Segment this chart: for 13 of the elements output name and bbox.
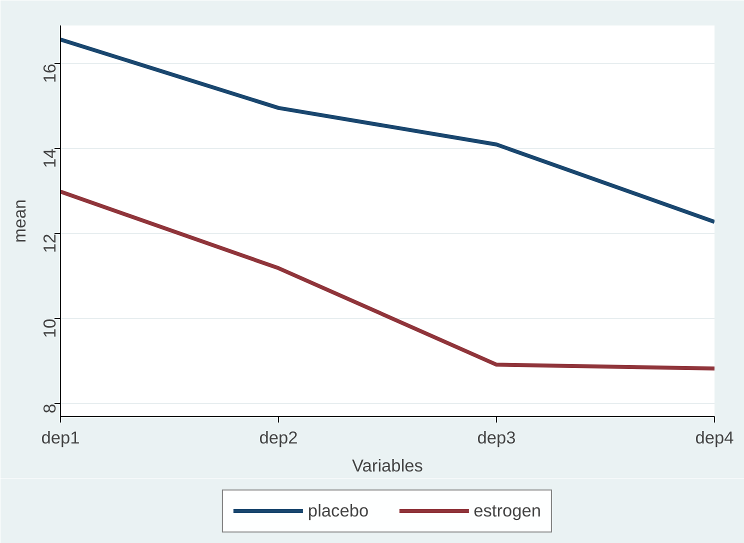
x-tick-label: dep2	[259, 428, 298, 448]
x-tick-label: dep1	[41, 428, 80, 448]
y-tick-label: 16	[40, 64, 60, 84]
legend-label: estrogen	[474, 500, 542, 521]
x-axis-title: Variables	[352, 456, 424, 476]
x-tick-label: dep4	[695, 428, 734, 448]
legend-label: placebo	[308, 500, 369, 521]
y-tick-label: 10	[40, 318, 60, 338]
y-tick-label: 14	[40, 148, 60, 168]
x-tick-label: dep3	[477, 428, 516, 448]
y-tick-label: 8	[40, 404, 60, 414]
y-axis-title: mean	[10, 199, 30, 243]
y-tick-label: 12	[40, 234, 60, 254]
